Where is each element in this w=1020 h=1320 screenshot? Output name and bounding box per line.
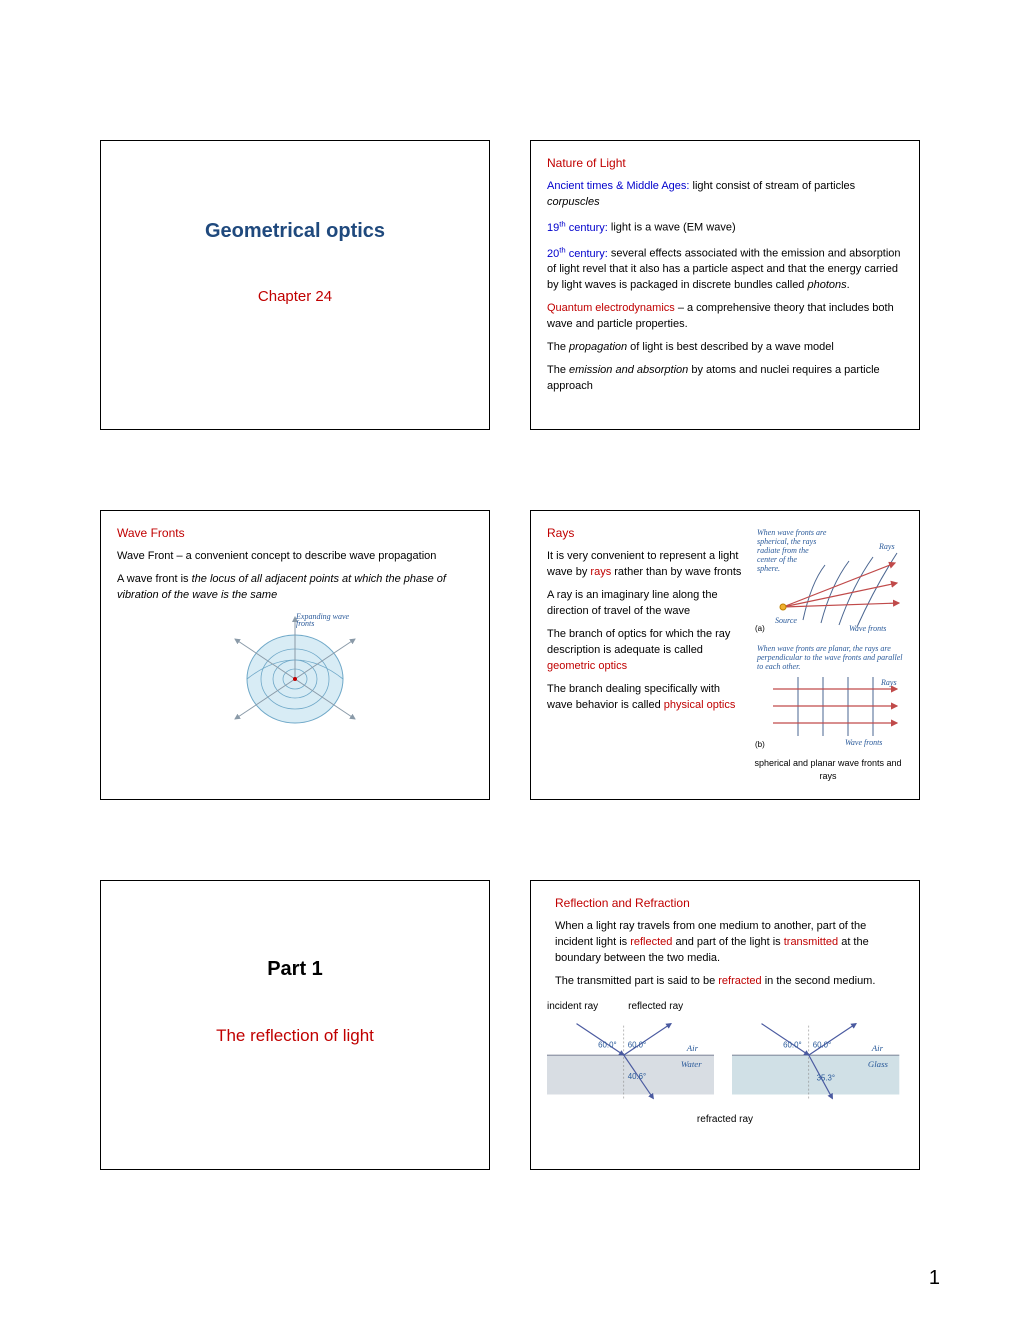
slide-6-reflection-refraction: Reflection and Refraction When a light r… [530, 880, 920, 1170]
slide4-p1: It is very convenient to represent a lig… [547, 549, 745, 581]
slide3-heading: Wave Fronts [117, 525, 473, 542]
svg-text:radiate from the: radiate from the [757, 546, 809, 555]
slide2-p6: The emission and absorption by atoms and… [547, 363, 903, 395]
svg-text:to each other.: to each other. [757, 662, 800, 671]
angle-in: 60.0° [598, 1040, 616, 1049]
angle-refl: 60.0° [628, 1040, 646, 1049]
slide-4-rays: Rays It is very convenient to represent … [530, 510, 920, 800]
slide-5-part1-title: Part 1 The reflection of light [100, 880, 490, 1170]
slide6-p1: When a light ray travels from one medium… [555, 919, 903, 967]
svg-text:Glass: Glass [868, 1059, 889, 1069]
page-number: 1 [929, 1267, 940, 1290]
svg-text:Wave fronts: Wave fronts [849, 624, 886, 633]
planar-rays-diagram: When wave fronts are planar, the rays ar… [753, 641, 903, 751]
svg-text:60.0°: 60.0° [783, 1040, 801, 1049]
slide5-title: Part 1 [267, 955, 323, 984]
svg-text:fronts: fronts [296, 619, 314, 628]
svg-text:Air: Air [686, 1043, 699, 1053]
slide1-subtitle: Chapter 24 [258, 286, 332, 308]
slide2-p1-lead: Ancient times & Middle Ages: [547, 180, 689, 192]
refracted-ray-label: refracted ray [547, 1113, 903, 1128]
slide4-text-column: Rays It is very convenient to represent … [547, 525, 745, 783]
reflected-ray-label: reflected ray [628, 1000, 683, 1015]
slide2-p3-italic: photons [807, 279, 846, 291]
svg-text:Rays: Rays [878, 542, 895, 551]
slide3-p2: A wave front is the locus of all adjacen… [117, 572, 473, 604]
svg-text:35.3°: 35.3° [817, 1073, 835, 1082]
wave-front-sphere-diagram: Expanding wave fronts [220, 611, 370, 731]
slide2-p4-lead: Quantum electrodynamics [547, 302, 675, 314]
svg-text:(b): (b) [755, 740, 765, 749]
spherical-rays-diagram: When wave fronts are spherical, the rays… [753, 525, 903, 635]
slide2-p1-rest: light consist of stream of particles [689, 180, 855, 192]
svg-text:center of the: center of the [757, 555, 797, 564]
svg-text:sphere.: sphere. [757, 564, 780, 573]
ray-labels-row: incident ray reflected ray [547, 1000, 903, 1015]
refraction-water-diagram: 60.0° 60.0° 40.6° Air Water [547, 1019, 714, 1109]
slide1-title: Geometrical optics [205, 217, 385, 246]
slide2-p2-lead: 19th century: [547, 222, 608, 234]
svg-text:perpendicular to the wave fron: perpendicular to the wave fronts and par… [756, 653, 903, 662]
svg-text:Wave fronts: Wave fronts [845, 738, 882, 747]
slide6-p2: The transmitted part is said to be refra… [555, 974, 903, 990]
slide2-p1: Ancient times & Middle Ages: light consi… [547, 179, 903, 211]
svg-text:spherical, the rays: spherical, the rays [757, 537, 816, 546]
slide5-subtitle: The reflection of light [216, 1024, 374, 1049]
slide2-p2: 19th century: light is a wave (EM wave) [547, 218, 903, 237]
svg-text:When wave fronts are planar, t: When wave fronts are planar, the rays ar… [757, 644, 891, 653]
svg-text:(a): (a) [755, 624, 765, 633]
slide-2-nature-of-light: Nature of Light Ancient times & Middle A… [530, 140, 920, 430]
svg-text:When wave fronts are: When wave fronts are [757, 528, 827, 537]
slide2-p3: 20th century: several effects associated… [547, 244, 903, 294]
slide2-p3-lead: 20th century: [547, 248, 608, 260]
slide4-p3: The branch of optics for which the ray d… [547, 627, 745, 675]
refraction-glass-diagram: 60.0° 60.0° 35.3° Air Glass [732, 1019, 899, 1109]
svg-text:Water: Water [681, 1059, 702, 1069]
slide4-heading: Rays [547, 525, 745, 542]
svg-text:60.0°: 60.0° [813, 1040, 831, 1049]
incident-ray-label: incident ray [547, 1000, 598, 1015]
svg-text:Source: Source [775, 616, 797, 625]
svg-text:Rays: Rays [880, 678, 897, 687]
slide2-p2-rest: light is a wave (EM wave) [608, 222, 736, 234]
slide2-p5: The propagation of light is best describ… [547, 340, 903, 356]
slide2-heading: Nature of Light [547, 155, 903, 172]
slide3-p1: Wave Front – a convenient concept to des… [117, 549, 473, 565]
slide4-caption: spherical and planar wave fronts and ray… [753, 757, 903, 783]
slide6-heading: Reflection and Refraction [555, 895, 903, 912]
svg-text:Air: Air [871, 1043, 884, 1053]
slide2-p4: Quantum electrodynamics – a comprehensiv… [547, 301, 903, 333]
slide4-p2: A ray is an imaginary line along the dir… [547, 588, 745, 620]
slide-1-title: Geometrical optics Chapter 24 [100, 140, 490, 430]
slide-handout-page: Geometrical optics Chapter 24 Nature of … [0, 0, 1020, 1210]
angle-refr: 40.6° [628, 1071, 646, 1080]
slide4-figure-column: When wave fronts are spherical, the rays… [753, 525, 903, 783]
slide2-p1-italic: corpuscles [547, 196, 600, 208]
slide-3-wave-fronts: Wave Fronts Wave Front – a convenient co… [100, 510, 490, 800]
slide4-p4: The branch dealing specifically with wav… [547, 682, 745, 714]
